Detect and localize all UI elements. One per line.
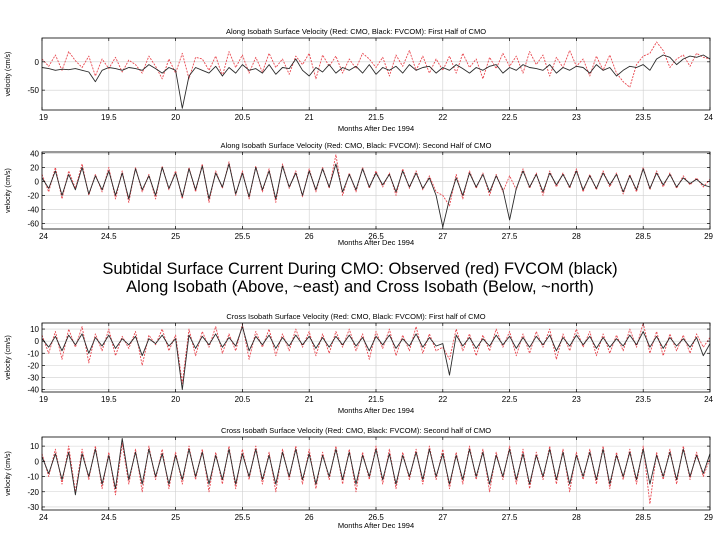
series-model-line bbox=[41, 438, 711, 496]
chart-title: Cross Isobath Surface Velocity (Red: CMO… bbox=[221, 426, 491, 435]
x-tick-label: 28.5 bbox=[635, 513, 651, 522]
x-tick-label: 27 bbox=[438, 232, 447, 241]
y-axis-label: velocity (cm/s) bbox=[5, 451, 12, 496]
x-tick-label: 26.5 bbox=[368, 232, 384, 241]
x-tick-label: 19 bbox=[39, 113, 48, 122]
series-model-line bbox=[41, 163, 711, 228]
series-model-line bbox=[41, 54, 711, 109]
y-tick-label: -10 bbox=[27, 473, 39, 482]
y-tick-label: 0 bbox=[35, 177, 40, 186]
x-tick-label: 21 bbox=[305, 113, 314, 122]
y-tick-label: 0 bbox=[35, 457, 40, 466]
x-tick-label: 19 bbox=[39, 395, 48, 404]
x-tick-label: 21.5 bbox=[368, 113, 384, 122]
x-tick-label: 19.5 bbox=[101, 113, 117, 122]
panel-cross-second-half: 24 24.5 25 25.5 26 26.5 27 27.5 28 28.5 29 -30 -20 -1… bbox=[5, 426, 714, 530]
series-model-line bbox=[41, 326, 711, 391]
x-tick-label: 28 bbox=[572, 513, 581, 522]
chart-title: Cross Isobath Surface Velocity (Red: CMO… bbox=[226, 312, 485, 321]
x-tick-label: 24 bbox=[39, 513, 48, 522]
x-tick-label: 26 bbox=[305, 232, 314, 241]
x-tick-label: 25.5 bbox=[235, 513, 251, 522]
x-tick-label: 25 bbox=[171, 513, 180, 522]
x-tick-label: 27.5 bbox=[502, 513, 518, 522]
y-axis-label: velocity (cm/s) bbox=[5, 335, 12, 380]
y-tick-label: 0 bbox=[35, 337, 40, 346]
x-tick-label: 20 bbox=[171, 395, 180, 404]
x-tick-label: 25.5 bbox=[235, 232, 251, 241]
x-tick-label: 22.5 bbox=[502, 395, 518, 404]
x-tick-label: 26 bbox=[305, 513, 314, 522]
x-tick-label: 23.5 bbox=[635, 113, 651, 122]
panel-along-second-half: 24 24.5 25 25.5 26 26.5 27 27.5 28 28.5 29 -60 -40 -2… bbox=[5, 141, 714, 247]
x-tick-label: 20.5 bbox=[235, 395, 251, 404]
x-tick-label: 24 bbox=[704, 113, 713, 122]
y-tick-label: -30 bbox=[27, 373, 39, 382]
y-tick-label: 0 bbox=[35, 58, 40, 67]
x-tick-label: 23.5 bbox=[635, 395, 651, 404]
x-tick-label: 24 bbox=[39, 232, 48, 241]
y-tick-label: -40 bbox=[27, 205, 39, 214]
chart-title: Along Isobath Surface Velocity (Red: CMO… bbox=[226, 27, 486, 36]
x-tick-label: 23 bbox=[572, 113, 581, 122]
x-tick-label: 21 bbox=[305, 395, 314, 404]
y-tick-label: -10 bbox=[27, 349, 39, 358]
y-tick-label: 40 bbox=[30, 149, 39, 158]
y-tick-label: -30 bbox=[27, 503, 39, 512]
y-tick-label: -20 bbox=[27, 191, 39, 200]
series-observed-line bbox=[41, 41, 711, 88]
series-observed-line bbox=[41, 442, 711, 505]
x-axis-label: Months After Dec 1994 bbox=[338, 521, 414, 530]
x-tick-label: 22 bbox=[438, 395, 447, 404]
y-tick-label: -40 bbox=[27, 386, 39, 395]
x-tick-label: 24.5 bbox=[101, 232, 117, 241]
x-tick-label: 27.5 bbox=[502, 232, 518, 241]
y-tick-label: 10 bbox=[30, 325, 39, 334]
x-tick-label: 19.5 bbox=[101, 395, 117, 404]
y-tick-label: -20 bbox=[27, 488, 39, 497]
x-tick-label: 22 bbox=[438, 113, 447, 122]
main-title-line1: Subtidal Surface Current During CMO: Obs… bbox=[102, 260, 617, 278]
x-tick-label: 20.5 bbox=[235, 113, 251, 122]
x-tick-label: 20 bbox=[171, 113, 180, 122]
y-axis-label: velocity (cm/s) bbox=[5, 168, 12, 213]
x-tick-label: 28.5 bbox=[635, 232, 651, 241]
main-title-line2: Along Isobath (Above, ~east) and Cross I… bbox=[126, 278, 594, 296]
panel-cross-first-half: 19 19.5 20 20.5 21 21.5 22 22.5 23 23.5 24 -40 -30 -2… bbox=[5, 312, 714, 415]
y-tick-label: -20 bbox=[27, 361, 39, 370]
x-tick-label: 24 bbox=[704, 395, 713, 404]
x-tick-label: 24.5 bbox=[101, 513, 117, 522]
y-tick-label: -60 bbox=[27, 219, 39, 228]
y-tick-label: 10 bbox=[30, 442, 39, 451]
x-tick-label: 29 bbox=[704, 513, 713, 522]
x-axis-label: Months After Dec 1994 bbox=[338, 124, 414, 133]
panel-along-first-half: 19 19.5 20 20.5 21 21.5 22 22.5 23 23.5 24 -50 0 Alon… bbox=[5, 27, 714, 133]
y-axis-label: velocity (cm/s) bbox=[5, 52, 12, 97]
x-tick-label: 22.5 bbox=[502, 113, 518, 122]
x-axis-label: Months After Dec 1994 bbox=[338, 238, 414, 247]
x-tick-label: 29 bbox=[704, 232, 713, 241]
y-tick-label: 20 bbox=[30, 163, 39, 172]
y-tick-label: -50 bbox=[27, 86, 39, 95]
x-tick-label: 23 bbox=[572, 395, 581, 404]
x-tick-label: 21.5 bbox=[368, 395, 384, 404]
chart-title: Along Isobath Surface Velocity (Red: CMO… bbox=[221, 141, 492, 150]
x-tick-label: 28 bbox=[572, 232, 581, 241]
x-tick-label: 27 bbox=[438, 513, 447, 522]
x-tick-label: 25 bbox=[171, 232, 180, 241]
x-tick-label: 26.5 bbox=[368, 513, 384, 522]
x-axis-label: Months After Dec 1994 bbox=[338, 406, 414, 415]
